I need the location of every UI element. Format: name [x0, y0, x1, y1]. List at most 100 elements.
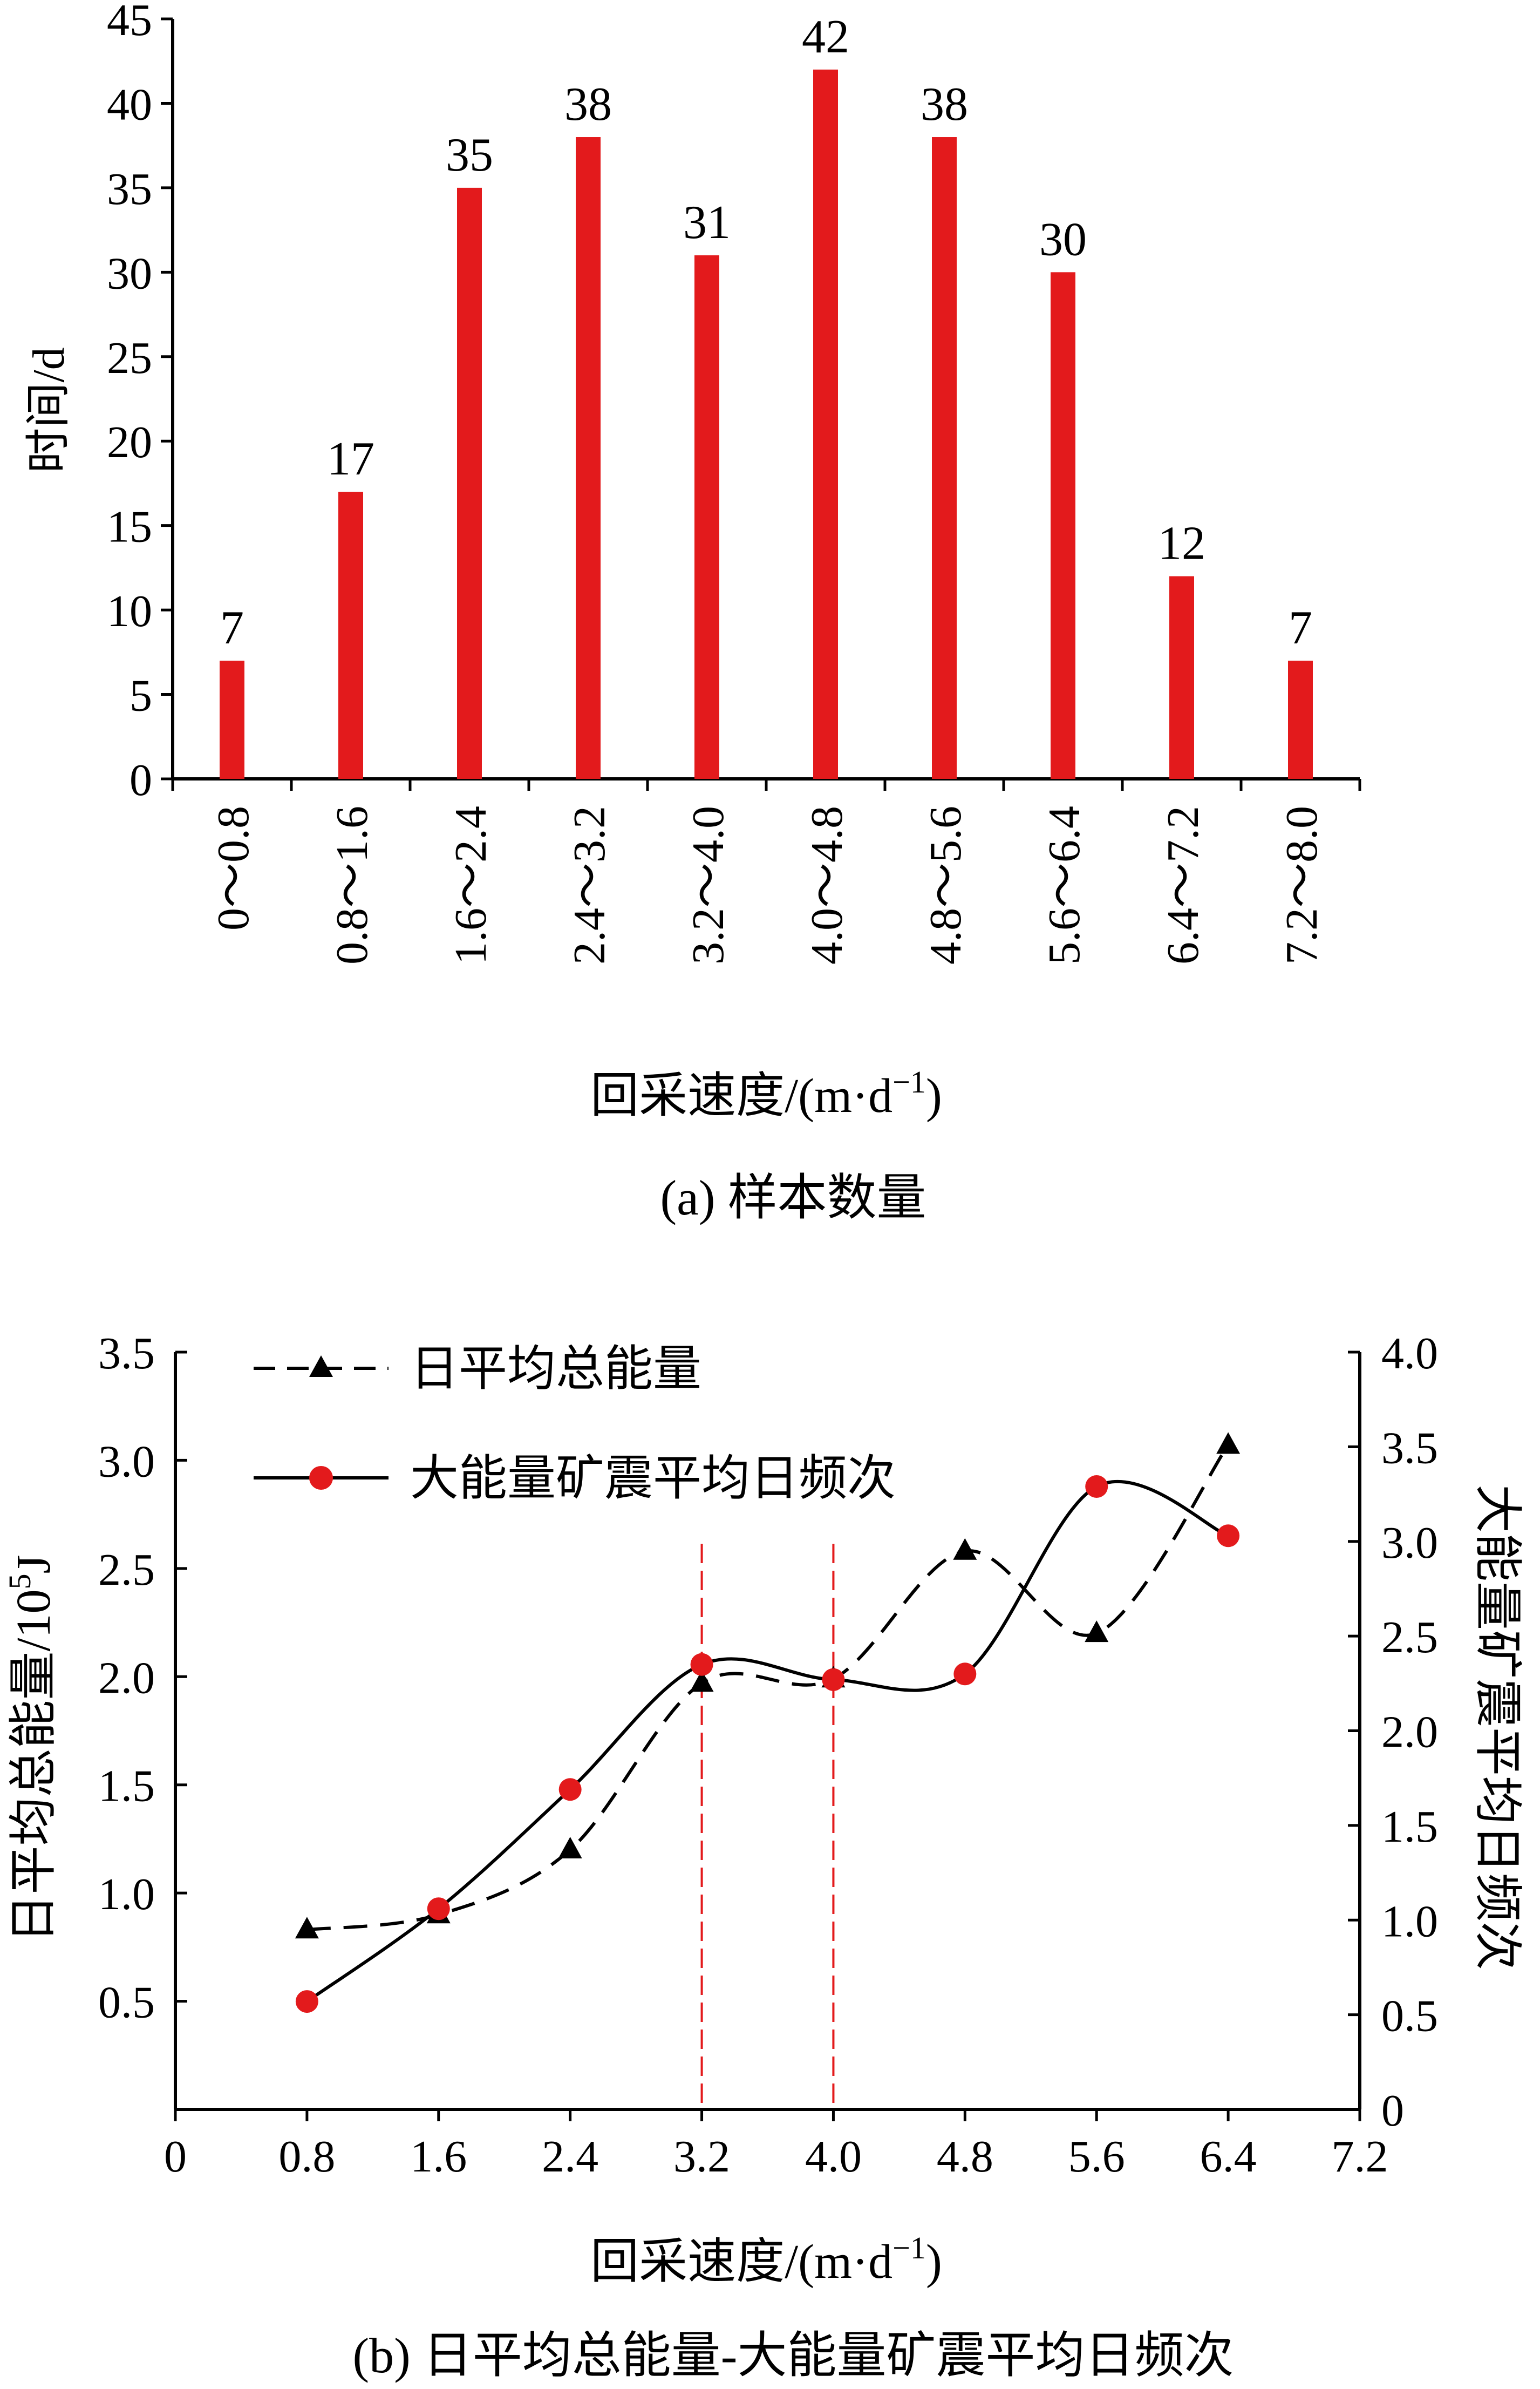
- bar: [457, 187, 482, 779]
- energy-point: [953, 1538, 977, 1560]
- frequency-series-line: [306, 1479, 1229, 2003]
- bar-x-axis-label: 回采速度/(m·d−1): [590, 1064, 942, 1123]
- bar-y-ticks: 0 5 10 15 20 25 30 35 40 45: [107, 0, 173, 805]
- line-x-axis-label: 回采速度/(m·d−1): [590, 2230, 942, 2289]
- left-y-tick-label: 3.0: [98, 1436, 155, 1487]
- bar-x-tick-label: 4.0～4.8: [802, 806, 852, 965]
- line-x-tick-label: 5.6: [1068, 2132, 1125, 2182]
- left-y-tick-label: 1.5: [98, 1761, 155, 1811]
- bar-x-tick-label: 5.6～6.4: [1039, 806, 1089, 965]
- bar-x-ticks: 0～0.8 0.8～1.6 1.6～2.4 2.4～3.2 3.2～4.0 4.0～4.8…: [171, 779, 1361, 965]
- bar-x-tick-label: 1.6～2.4: [446, 806, 496, 965]
- energy-series-line: [306, 1444, 1230, 1932]
- line-x-tick-label: 3.2: [673, 2132, 730, 2182]
- bar: [220, 660, 244, 779]
- energy-point: [295, 1917, 319, 1939]
- energy-point: [1085, 1620, 1109, 1643]
- bar-data-label: 30: [1039, 213, 1087, 266]
- left-y-ticks: 0.5 1.0 1.5 2.0 2.5 3.0 3.5: [98, 1328, 187, 2028]
- line-x-tick-label: 4.0: [805, 2132, 862, 2182]
- line-chart-caption: (b) 日平均总能量-大能量矿震平均日频次: [353, 2328, 1234, 2383]
- frequency-point: [1217, 1524, 1240, 1548]
- bar: [1288, 660, 1313, 779]
- line-x-tick-label: 1.6: [410, 2132, 467, 2182]
- frequency-point: [1085, 1475, 1108, 1498]
- right-y-tick-label: 3.0: [1381, 1518, 1438, 1568]
- legend-frequency-marker: [309, 1466, 333, 1490]
- line-x-tick-label: 2.4: [542, 2132, 598, 2182]
- bar-data-label: 38: [564, 78, 612, 131]
- frequency-point: [822, 1668, 845, 1691]
- bar-y-tick-label: 25: [107, 333, 152, 383]
- bar-data-label: 42: [802, 11, 849, 63]
- bar-y-tick-label: 20: [107, 417, 152, 467]
- bar-y-tick-label: 45: [107, 0, 152, 45]
- legend: 日平均总能量 大能量矿震平均日频次: [254, 1342, 896, 1505]
- right-y-tick-label: 2.0: [1381, 1707, 1438, 1757]
- right-y-axis-label: 大能量矿震平均日频次: [1470, 1484, 1524, 1970]
- frequency-point: [690, 1653, 713, 1676]
- legend-energy-label: 日平均总能量: [410, 1342, 701, 1396]
- bar: [1051, 272, 1075, 779]
- left-y-axis-label: 日平均总能量/105J: [2, 1555, 60, 1943]
- bar-x-tick-label: 7.2～8.0: [1277, 806, 1327, 965]
- legend-frequency-label: 大能量矿震平均日频次: [410, 1452, 896, 1505]
- energy-point: [1216, 1432, 1241, 1454]
- frequency-point: [558, 1778, 582, 1801]
- right-y-tick-label: 0.5: [1381, 1991, 1438, 2041]
- bar-x-tick-label: 6.4～7.2: [1158, 806, 1208, 965]
- bar-y-tick-label: 0: [130, 755, 152, 805]
- line-x-tick-label: 4.8: [937, 2132, 993, 2182]
- bar-y-tick-label: 35: [107, 164, 152, 214]
- right-y-tick-label: 4.0: [1381, 1328, 1438, 1379]
- line-x-tick-label: 7.2: [1332, 2132, 1388, 2182]
- energy-point: [558, 1836, 582, 1858]
- right-y-tick-label: 1.5: [1381, 1802, 1438, 1852]
- bar-data-label: 38: [921, 78, 968, 131]
- bar-series: 7 17 35 38 31 42 38 30 12 7: [220, 11, 1313, 779]
- bar-y-tick-label: 30: [107, 248, 152, 298]
- right-y-tick-label: 1.0: [1381, 1896, 1438, 1946]
- energy-point: [690, 1670, 714, 1692]
- left-y-tick-label: 2.0: [98, 1653, 155, 1703]
- frequency-point: [953, 1662, 977, 1686]
- bar: [813, 69, 838, 779]
- right-y-tick-label: 0: [1381, 2086, 1404, 2136]
- bar-data-label: 35: [446, 129, 493, 181]
- line-series: [295, 1432, 1241, 2013]
- bar-y-tick-label: 40: [107, 79, 152, 130]
- left-y-tick-label: 1.0: [98, 1869, 155, 1919]
- bar-chart-caption: (a) 样本数量: [660, 1170, 926, 1225]
- bar-y-tick-label: 5: [130, 671, 152, 721]
- bar-x-tick-label: 2.4～3.2: [564, 806, 615, 965]
- bar: [1169, 576, 1194, 779]
- line-x-tick-label: 0.8: [278, 2132, 335, 2182]
- line-chart-energy-frequency: 0.5 1.0 1.5 2.0 2.5 3.0 3.5 0 0.5 1.0 1.5 2.0 2.5 3.…: [2, 1328, 1524, 2383]
- line-x-ticks: 0 0.8 1.6 2.4 3.2 4.0 4.8 5.6 6.4 7.2: [164, 2109, 1388, 2182]
- line-x-tick-label: 6.4: [1200, 2132, 1257, 2182]
- bar: [932, 137, 957, 779]
- bar-chart-sample-count: 0 5 10 15 20 25 30 35 40 45 7 17 35 38 31 42 38 30 12 7 0～…: [24, 0, 1361, 1225]
- frequency-point: [295, 1990, 318, 2013]
- bar-y-tick-label: 10: [107, 586, 152, 636]
- left-y-tick-label: 0.5: [98, 1978, 155, 2028]
- bar-x-tick-label: 4.8～5.6: [921, 806, 971, 965]
- bar-data-label: 17: [327, 433, 374, 485]
- bar-x-tick-label: 0.8～1.6: [327, 806, 377, 965]
- legend-energy-marker: [309, 1355, 333, 1377]
- bar: [694, 255, 719, 779]
- right-y-tick-label: 3.5: [1381, 1423, 1438, 1473]
- bar-y-axis-label: 时间/d: [24, 347, 74, 473]
- right-y-ticks: 0 0.5 1.0 1.5 2.0 2.5 3.0 3.5 4.0: [1348, 1328, 1438, 2136]
- left-y-tick-label: 2.5: [98, 1545, 155, 1595]
- bar-data-label: 7: [220, 602, 244, 654]
- bar-x-tick-label: 3.2～4.0: [683, 806, 733, 965]
- bar-data-label: 12: [1158, 518, 1205, 570]
- bar: [576, 137, 601, 779]
- bar: [338, 492, 363, 779]
- left-y-tick-label: 3.5: [98, 1328, 155, 1379]
- reference-lines: [700, 1544, 835, 2109]
- line-x-tick-label: 0: [164, 2132, 187, 2182]
- frequency-point: [427, 1897, 450, 1920]
